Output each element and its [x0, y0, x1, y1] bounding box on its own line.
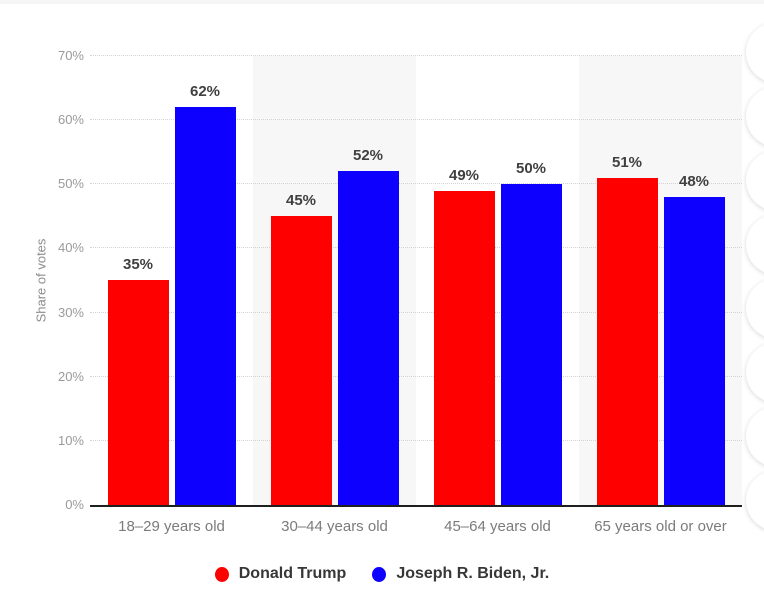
bar-value-label: 50%	[515, 160, 547, 177]
y-tick-label: 70%	[57, 48, 84, 63]
y-axis-ticks: 0% 10% 20% 30% 40% 50% 60% 70%	[0, 48, 84, 512]
legend-dot-icon	[372, 566, 387, 582]
cut-off-floating-buttons	[746, 22, 764, 534]
floating-button[interactable]	[746, 150, 764, 211]
bar-value-label: 49%	[448, 167, 480, 184]
gridline	[90, 439, 742, 441]
bar-trump[interactable]	[107, 280, 169, 505]
legend-item-biden[interactable]: Joseph R. Biden, Jr.	[372, 565, 549, 583]
floating-button[interactable]	[746, 86, 764, 147]
y-tick-label: 30%	[57, 304, 84, 320]
y-tick-label: 60%	[57, 112, 84, 128]
bar-biden[interactable]	[663, 197, 725, 505]
floating-button[interactable]	[746, 22, 764, 83]
top-divider	[0, 0, 764, 4]
x-category-label: 18–29 years old	[118, 518, 225, 535]
legend: Donald Trump Joseph R. Biden, Jr.	[0, 565, 764, 583]
y-tick-label: 0%	[65, 497, 84, 512]
x-category-label: 65 years old or over	[594, 518, 727, 535]
floating-button[interactable]	[746, 214, 764, 275]
bar-value-label: 51%	[611, 154, 643, 171]
x-category-label: 30–44 years old	[281, 518, 388, 535]
gridline	[90, 311, 742, 313]
x-axis-labels: 18–29 years old 30–44 years old 45–64 year…	[90, 518, 742, 538]
legend-dot-icon	[214, 566, 229, 582]
plot-area: 35% 62% 45% 52% 49% 50% 51% 48%	[90, 55, 742, 507]
gridline	[90, 55, 742, 56]
bar-trump[interactable]	[433, 191, 495, 505]
x-category-label: 45–64 years old	[444, 518, 551, 535]
legend-label: Donald Trump	[238, 565, 347, 582]
bar-biden[interactable]	[337, 171, 399, 505]
gridline	[90, 247, 742, 249]
bar-value-label: 45%	[285, 192, 317, 209]
y-tick-label: 10%	[57, 432, 84, 448]
floating-button[interactable]	[746, 470, 764, 531]
bar-biden[interactable]	[500, 184, 562, 505]
y-tick-label: 20%	[57, 368, 84, 384]
gridline	[90, 119, 742, 121]
bar-value-label: 52%	[352, 147, 384, 164]
floating-button[interactable]	[746, 342, 764, 403]
gridline	[90, 183, 742, 185]
bar-value-label: 62%	[189, 83, 221, 100]
floating-button[interactable]	[746, 406, 764, 467]
legend-item-trump[interactable]: Donald Trump	[214, 565, 347, 583]
bar-trump[interactable]	[270, 216, 332, 505]
bar-value-label: 48%	[678, 173, 710, 190]
bar-biden[interactable]	[174, 107, 236, 505]
gridline	[90, 375, 742, 377]
y-tick-label: 50%	[57, 176, 84, 192]
bar-value-label: 35%	[122, 256, 154, 273]
floating-button[interactable]	[746, 278, 764, 339]
bar-trump[interactable]	[596, 178, 658, 505]
legend-label: Joseph R. Biden, Jr.	[396, 565, 550, 582]
y-tick-label: 40%	[57, 240, 84, 256]
